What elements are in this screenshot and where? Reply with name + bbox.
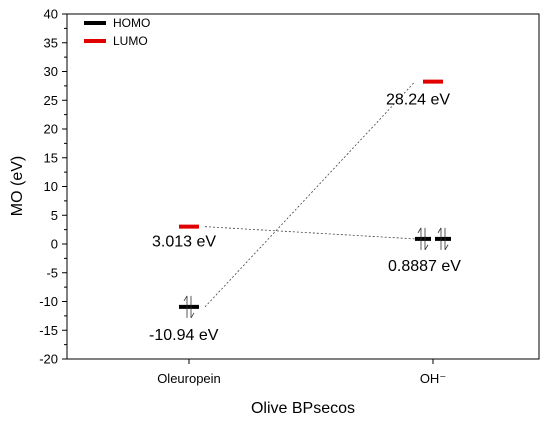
y-axis-title: MO (eV) bbox=[9, 156, 26, 216]
y-axis: -20 -15 -10 -5 0 5 10 15 20 25 30 35 40 bbox=[39, 7, 67, 367]
spin-up-arrow bbox=[417, 227, 422, 250]
x-axis-title: Olive BPsecos bbox=[251, 400, 355, 417]
plot-frame bbox=[66, 13, 540, 360]
spin-up-arrow bbox=[437, 227, 442, 250]
y-tick-label: 25 bbox=[44, 93, 58, 108]
value-label-oleuropein-lumo: 3.013 eV bbox=[152, 234, 216, 251]
connection-lines bbox=[204, 81, 416, 308]
y-tick-label: -20 bbox=[39, 352, 58, 367]
spin-down-arrow bbox=[444, 227, 449, 251]
spin-down-arrow bbox=[190, 295, 195, 319]
spin-up-arrow bbox=[183, 295, 188, 318]
value-label-oh-lumo: 28.24 eV bbox=[386, 92, 450, 109]
value-label-oleuropein-homo: -10.94 eV bbox=[149, 327, 219, 344]
value-labels: -10.94 eV 0.8887 eV 3.013 eV 28.24 eV bbox=[149, 92, 461, 344]
y-tick-label: 35 bbox=[44, 35, 58, 50]
y-tick-label: 20 bbox=[44, 122, 58, 137]
x-tick-label: OH⁻ bbox=[420, 371, 446, 386]
value-label-oh-homo: 0.8887 eV bbox=[388, 258, 461, 275]
legend: HOMO LUMO bbox=[84, 16, 150, 48]
spin-down-arrow bbox=[424, 227, 429, 251]
connection-line bbox=[204, 226, 416, 240]
legend-label-homo: HOMO bbox=[113, 16, 150, 30]
y-tick-label: -5 bbox=[46, 265, 58, 280]
x-axis: Oleuropein OH⁻ bbox=[157, 359, 446, 386]
y-tick-label: 0 bbox=[51, 237, 58, 252]
y-tick-label: -15 bbox=[39, 323, 58, 338]
y-tick-label: 10 bbox=[44, 179, 58, 194]
y-tick-label: 5 bbox=[51, 208, 58, 223]
energy-levels bbox=[179, 79, 451, 319]
y-tick-label: 15 bbox=[44, 150, 58, 165]
connection-line bbox=[204, 81, 416, 308]
y-tick-label: 30 bbox=[44, 64, 58, 79]
legend-label-lumo: LUMO bbox=[113, 34, 148, 48]
y-tick-label: 40 bbox=[44, 7, 58, 22]
y-tick-label: -10 bbox=[39, 294, 58, 309]
x-tick-label: Oleuropein bbox=[157, 371, 221, 386]
